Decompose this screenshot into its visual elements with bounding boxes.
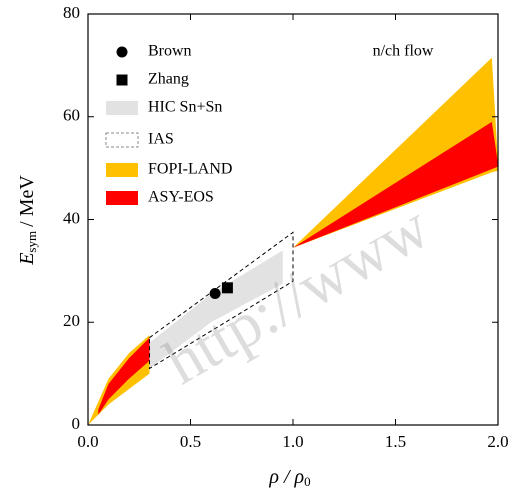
legend-item: IAS [105, 131, 174, 148]
y-label-rest: / MeV [16, 175, 38, 227]
x-label-sub: 0 [304, 474, 311, 489]
plot-area [88, 57, 498, 425]
x-tick-label: 0.0 [77, 432, 98, 451]
y-tick-label: 80 [63, 3, 80, 22]
y-tick-label: 60 [63, 106, 80, 125]
legend-label: IAS [148, 131, 174, 148]
legend-item: Brown [116, 43, 192, 60]
legend-item: Zhang [116, 71, 189, 88]
x-label-main: ρ / ρ [268, 466, 304, 488]
y-axis-label: Esym / MeV [16, 175, 39, 266]
legend-label: Zhang [148, 71, 189, 88]
legend-item: FOPI-LAND [106, 161, 232, 178]
y-label-main: E [16, 253, 38, 266]
legend-swatch [105, 132, 139, 148]
legend-item: ASY-EOS [106, 189, 214, 206]
band [293, 121, 498, 248]
band [149, 250, 283, 369]
y-tick-label: 0 [72, 414, 81, 433]
legend-marker [116, 46, 128, 58]
legend-swatch [106, 163, 138, 177]
point [209, 287, 221, 299]
x-axis-label: ρ / ρ0 [268, 466, 310, 489]
band [149, 231, 294, 370]
legend-label: Brown [148, 43, 192, 60]
x-tick-label: 1.5 [385, 432, 406, 451]
legend-swatch [106, 101, 138, 115]
legend-label: HIC Sn+Sn [148, 99, 222, 116]
point [221, 282, 233, 294]
watermark: http://www [153, 190, 441, 397]
x-tick-label: 0.5 [180, 432, 201, 451]
y-tick-label: 40 [63, 208, 80, 227]
band [98, 337, 150, 415]
x-tick-label: 1.0 [282, 432, 303, 451]
y-tick-label: 20 [63, 311, 80, 330]
legend-item: HIC Sn+Sn [106, 99, 222, 116]
x-tick-label: 2.0 [487, 432, 508, 451]
y-label-sub: sym [24, 231, 39, 253]
legend-swatch [106, 191, 138, 205]
annotation: n/ch flow [373, 43, 434, 60]
legend-label: ASY-EOS [148, 189, 214, 206]
legend-label: FOPI-LAND [148, 161, 232, 178]
band [293, 57, 498, 248]
legend-marker [116, 74, 128, 86]
